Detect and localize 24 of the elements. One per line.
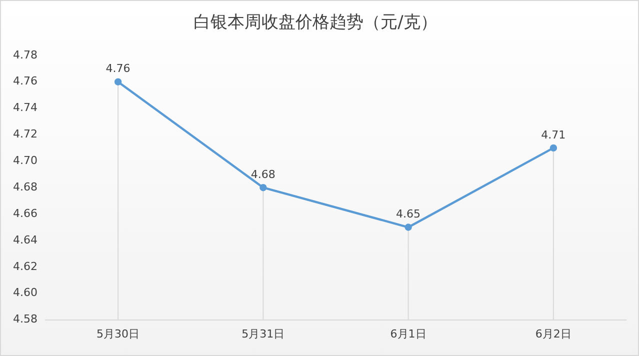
- x-tick-label: 5月31日: [242, 327, 285, 340]
- y-tick-label: 4.74: [12, 101, 38, 114]
- y-tick-label: 4.78: [12, 48, 38, 62]
- y-tick-label: 4.68: [12, 180, 38, 194]
- y-tick-label: 4.76: [12, 74, 38, 88]
- x-tick-label: 6月2日: [535, 327, 572, 340]
- y-tick-label: 4.58: [12, 312, 38, 326]
- chart-title: 白银本周收盘价格趋势（元/克）: [194, 12, 438, 33]
- y-tick-label: 4.66: [12, 206, 38, 220]
- point: [260, 184, 267, 192]
- point: [404, 224, 412, 231]
- x-tick-label: 5月30日: [96, 327, 140, 340]
- x-tick-label: 6月1日: [390, 327, 426, 340]
- y-tick-label: 4.70: [12, 154, 38, 168]
- data-label: 4.71: [541, 128, 566, 142]
- y-tick-label: 4.62: [12, 260, 38, 273]
- y-tick-label: 4.64: [12, 233, 38, 246]
- data-label: 4.65: [396, 208, 421, 221]
- data-label: 4.76: [106, 62, 130, 76]
- y-tick-label: 4.60: [12, 286, 38, 300]
- y-tick-label: 4.72: [12, 128, 38, 141]
- data-label: 4.68: [250, 168, 276, 181]
- point: [550, 144, 558, 152]
- point: [114, 78, 122, 86]
